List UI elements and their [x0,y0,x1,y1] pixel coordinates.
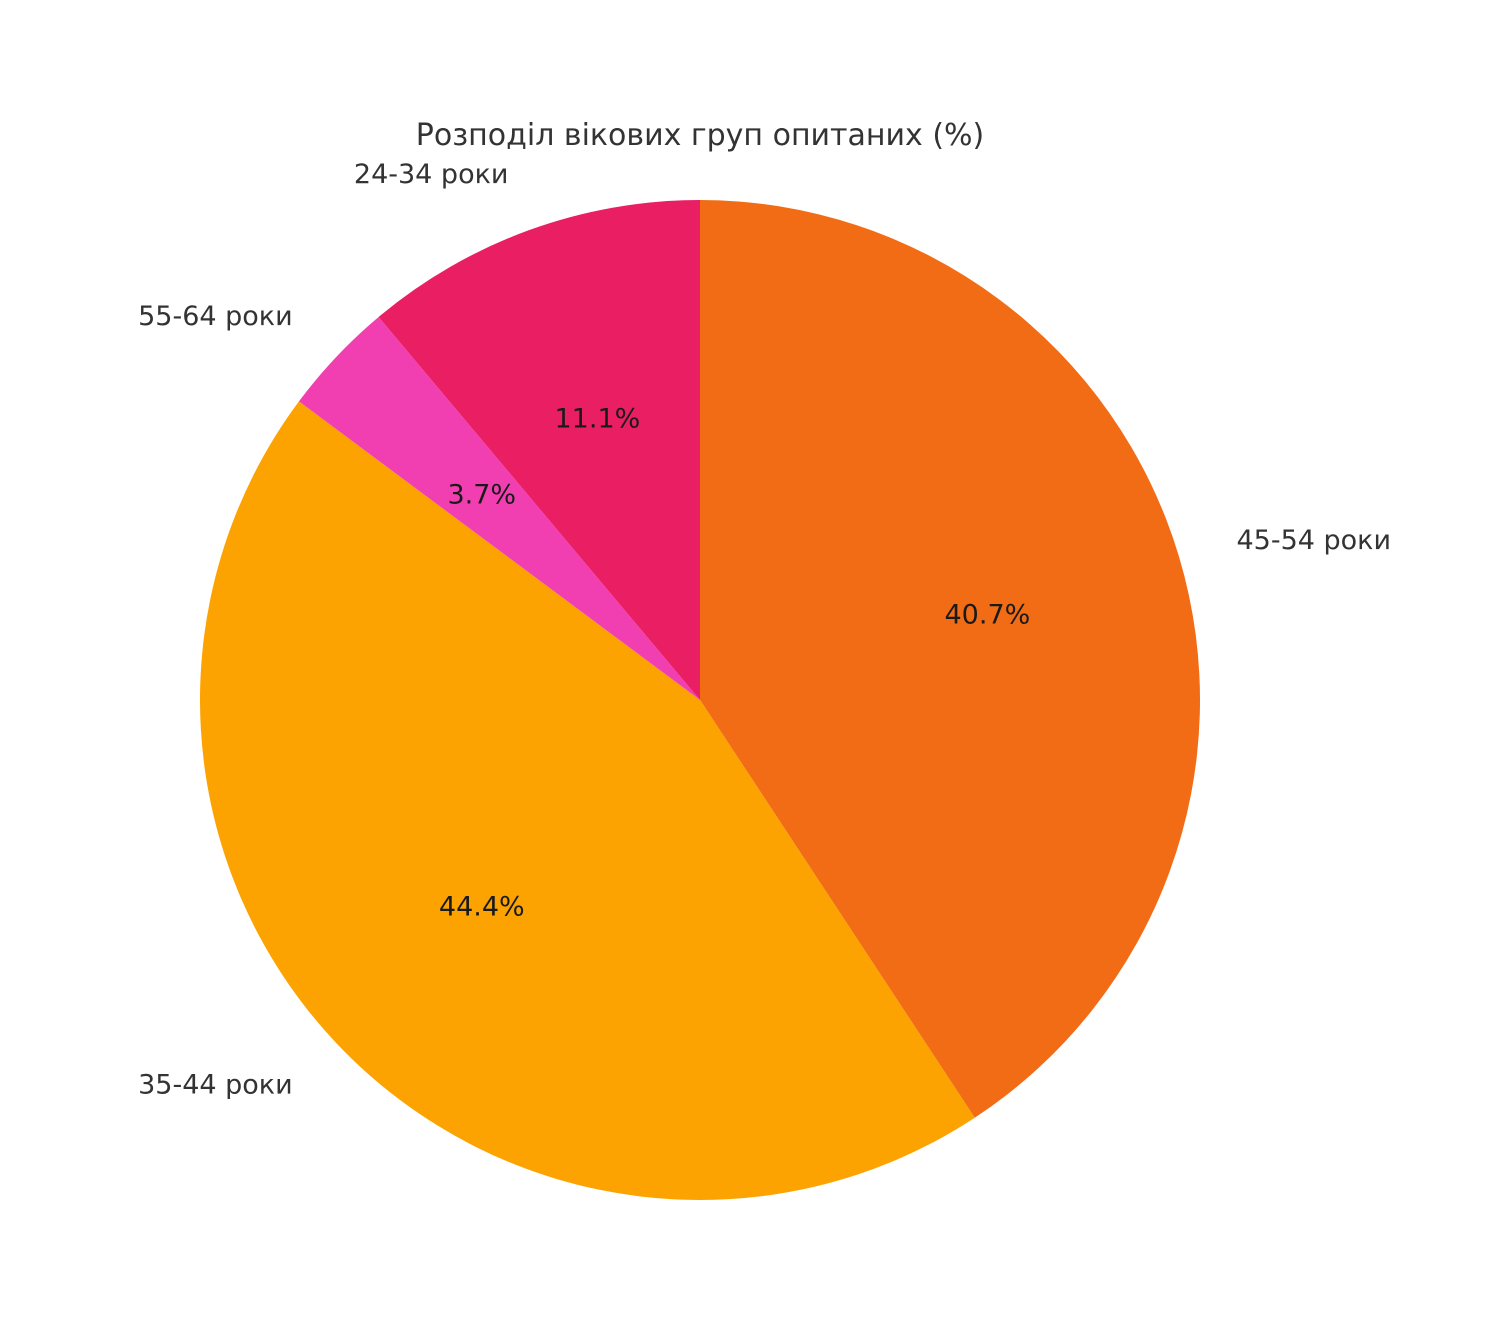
pie-pct-label: 11.1% [555,404,641,435]
pie-chart: Розподіл вікових груп опитаних (%) 40.7%… [0,0,1500,1318]
pie-pct-label: 44.4% [439,891,525,922]
pie-pct-label: 40.7% [945,599,1031,630]
chart-title: Розподіл вікових груп опитаних (%) [416,118,984,153]
pie-slice-label: 24-34 роки [354,159,509,190]
pie-pct-label: 3.7% [447,480,516,511]
pie-slice-label: 35-44 роки [138,1070,293,1101]
pie-slice-label: 55-64 роки [138,301,293,332]
pie-slice-label: 45-54 роки [1236,525,1391,556]
pie-slices [200,200,1200,1200]
